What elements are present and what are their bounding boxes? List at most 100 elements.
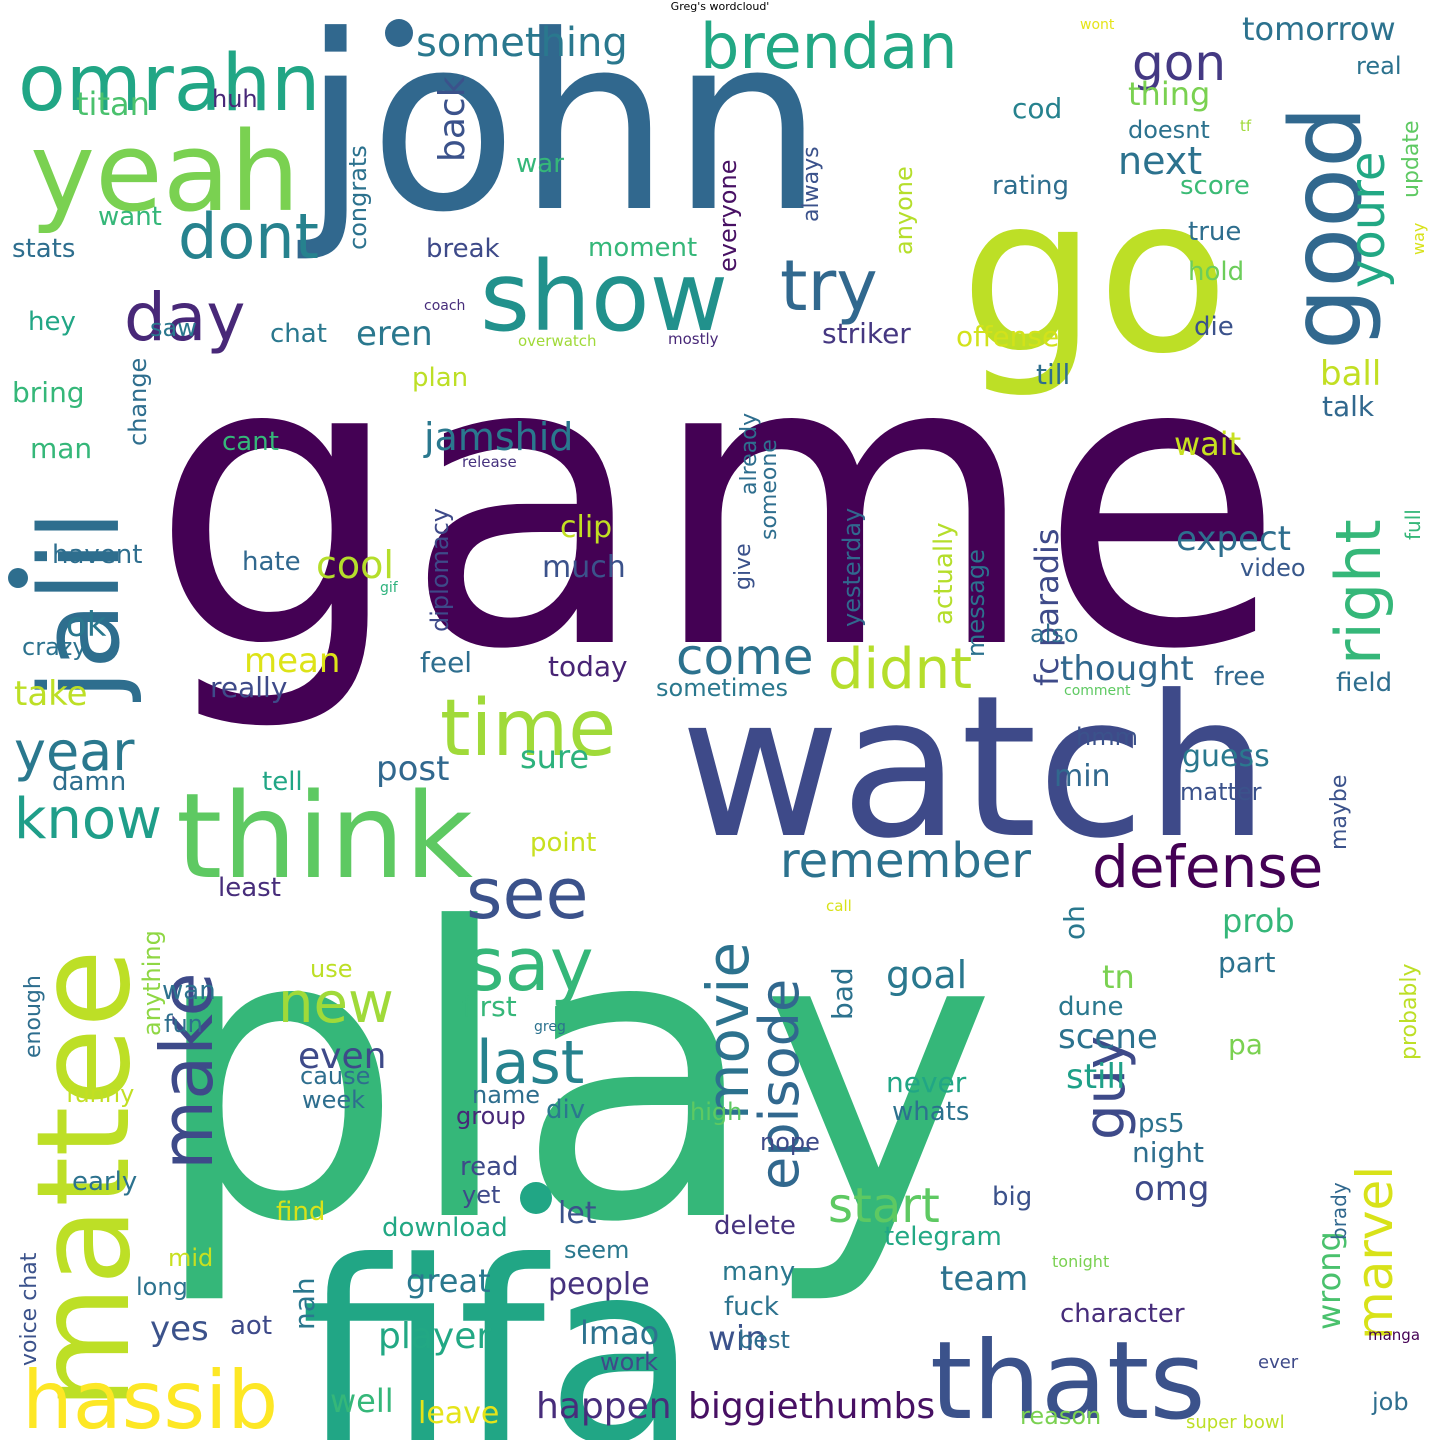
word-cod: cod [1012, 92, 1062, 125]
word-still: still [1066, 1057, 1125, 1097]
word-dune: dune [1058, 992, 1123, 1022]
word-dont: dont [178, 200, 319, 273]
word-call: call [826, 897, 852, 915]
word-ps5: ps5 [1138, 1109, 1185, 1139]
word-year: year [14, 720, 135, 783]
word-post: post [376, 749, 449, 789]
word-mid: mid [168, 1244, 213, 1272]
word-last: last [476, 1028, 584, 1098]
word-sure: sure [520, 738, 589, 776]
word-go: go [960, 150, 1229, 401]
word-probably: probably [1397, 963, 1422, 1060]
word-watch: watch [680, 654, 1269, 882]
word-want: want [98, 202, 162, 232]
word-first: first [462, 990, 517, 1023]
word-tn: tn [1102, 958, 1135, 996]
word-week: week [302, 1086, 365, 1114]
word-chat: chat [270, 319, 327, 349]
word-wrong: wrong [1310, 1231, 1348, 1330]
word-matter: matter [1180, 778, 1262, 806]
word-john: john [297, 0, 824, 266]
word-titan: titan [76, 85, 150, 123]
chart-title: Greg's wordcloud' [670, 0, 770, 13]
word-true: true [1188, 217, 1241, 247]
word-brady: brady [1327, 1182, 1351, 1240]
word-try: try [780, 245, 878, 327]
word-huh: huh [212, 85, 258, 113]
letter-dot-0 [385, 19, 413, 47]
word-right: right [1322, 519, 1395, 665]
word-win: win [708, 1319, 767, 1359]
word-youre: youre [1340, 152, 1396, 288]
word-tomorrow: tomorrow [1242, 10, 1396, 48]
word-character: character [1060, 1299, 1185, 1329]
word-way: way [1409, 223, 1428, 255]
word-mattee: mattee [10, 949, 159, 1410]
word-bring: bring [12, 376, 85, 409]
word-field: field [1336, 668, 1392, 698]
word-yes: yes [150, 1309, 209, 1349]
word-reason: reason [1020, 1402, 1101, 1430]
word-job: job [1371, 1388, 1409, 1416]
word-game: game [150, 272, 1285, 737]
word-always: always [799, 146, 824, 222]
word-div: div [546, 1095, 585, 1125]
word-congrats: congrats [344, 145, 372, 250]
word-even: even [298, 1036, 386, 1077]
word-talk: talk [1322, 390, 1375, 423]
word-scene: scene [1058, 1017, 1158, 1057]
word-tonight: tonight [1052, 1252, 1109, 1271]
word-super-bowl: super bowl [1186, 1412, 1285, 1433]
word-time: time [440, 684, 616, 774]
word-hmm: hmm [1076, 723, 1138, 751]
word-happen: happen [536, 1386, 672, 1427]
word-well: well [330, 1382, 394, 1420]
word-back: back [432, 76, 473, 162]
word-funny: funny [66, 1080, 134, 1108]
word-greg: greg [534, 1019, 566, 1035]
word-message: message [962, 549, 990, 657]
word-comment: comment [1064, 683, 1131, 699]
word-oh: oh [1058, 905, 1091, 940]
word-manga: manga [1368, 1326, 1420, 1344]
word-see: see [466, 853, 589, 935]
word-show: show [480, 241, 728, 353]
word-know: know [14, 787, 162, 852]
word-download: download [382, 1213, 508, 1243]
word-thats: thats [930, 1319, 1206, 1440]
word-play: play [150, 845, 997, 1310]
word-wont: wont [1080, 17, 1115, 33]
word-really: really [210, 671, 287, 704]
word-something: something [416, 20, 628, 66]
word-new: new [278, 971, 394, 1036]
word-cool: cool [316, 543, 394, 587]
word-make: make [145, 972, 229, 1170]
word-leave: leave [418, 1396, 499, 1431]
word-guess: guess [1182, 739, 1270, 774]
word-score: score [1180, 171, 1250, 201]
word-fun: fun [164, 1010, 203, 1038]
word-use: use [310, 955, 352, 983]
word-man: man [30, 432, 92, 465]
word-wan: wan [162, 976, 216, 1006]
word-video: video [1240, 554, 1306, 582]
word-expect: expect [1176, 519, 1291, 559]
word-point: point [530, 828, 596, 858]
word-tell: tell [262, 767, 303, 797]
word-fifa: fifa [300, 1208, 699, 1440]
word-yeah: yeah [30, 108, 300, 236]
word-seem: seem [564, 1236, 629, 1264]
word-moment: moment [588, 233, 697, 263]
word-rating: rating [992, 171, 1069, 201]
word-big: big [992, 1182, 1032, 1212]
word-nah: nah [288, 1277, 321, 1330]
word-eren: eren [356, 314, 433, 354]
word-say: say [466, 922, 594, 1008]
word-think: think [176, 767, 473, 905]
word-long: long [136, 1273, 188, 1301]
word-group: group [456, 1102, 526, 1130]
word-mostly: mostly [668, 330, 719, 348]
word-overwatch: overwatch [518, 332, 597, 350]
word-jamshid: jamshid [423, 415, 573, 459]
word-night: night [1132, 1136, 1204, 1169]
